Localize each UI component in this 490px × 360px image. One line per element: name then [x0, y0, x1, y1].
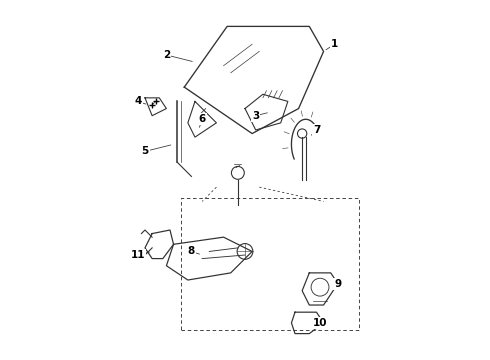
Text: 1: 1 — [331, 39, 338, 49]
Text: 8: 8 — [188, 247, 195, 256]
Text: 11: 11 — [130, 250, 145, 260]
Text: 7: 7 — [313, 125, 320, 135]
Text: 5: 5 — [141, 147, 148, 157]
Text: 4: 4 — [134, 96, 142, 107]
Text: 6: 6 — [198, 114, 206, 124]
Text: 3: 3 — [252, 111, 259, 121]
Text: 10: 10 — [313, 318, 327, 328]
Text: 9: 9 — [334, 279, 342, 289]
Text: 2: 2 — [163, 50, 170, 60]
